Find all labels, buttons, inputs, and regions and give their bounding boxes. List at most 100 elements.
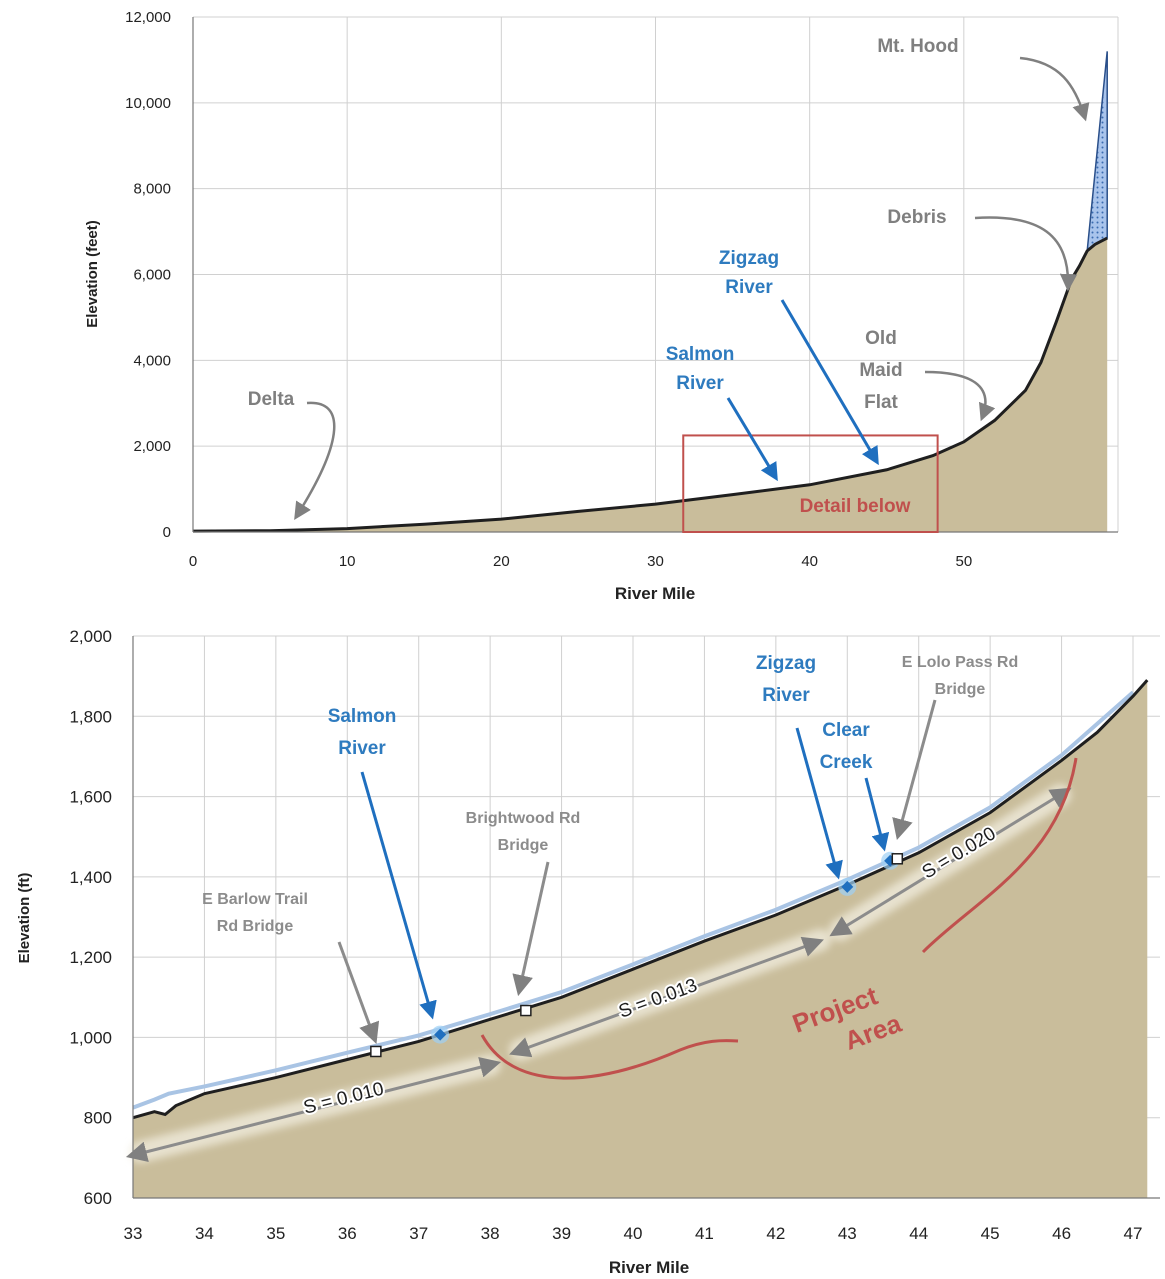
mt-hood-arrow <box>1019 56 1090 122</box>
overview-chart: 0 10 20 30 40 50 0 2,000 4,000 6,000 8,000 10,000 12… <box>84 9 1119 603</box>
old-maid-flat-label-line: Maid <box>859 360 902 381</box>
zigzag-river-label: Zigzag River <box>756 653 816 706</box>
terrain-area <box>193 238 1108 533</box>
confluence-marker <box>434 1028 447 1041</box>
zigzag-river-label-line: Zigzag <box>756 653 816 674</box>
salmon-river-label: Salmon River <box>328 706 397 759</box>
detail-box <box>682 434 939 533</box>
salmon-river-label-line: River <box>338 738 386 759</box>
y-tick-label: 1,600 <box>69 788 112 807</box>
detail-chart: 33 34 35 36 37 38 39 40 41 42 43 44 45 46 47 600 800 1,00… <box>16 627 1160 1277</box>
project-area-curve-left <box>480 1034 739 1080</box>
x-tick-label: 37 <box>409 1224 428 1243</box>
x-tick-label: 40 <box>801 553 818 570</box>
x-tick-label: 33 <box>124 1224 143 1243</box>
x-tick-label: 36 <box>338 1224 357 1243</box>
slope-arrow <box>125 1056 502 1163</box>
x-tick-label: 41 <box>695 1224 714 1243</box>
x-tick-label: 46 <box>1052 1224 1071 1243</box>
x-tick-label: 30 <box>647 553 664 570</box>
profile-line <box>192 236 1108 533</box>
zigzag-river-arrow <box>795 727 843 880</box>
clear-creek-label-line: Creek <box>820 752 873 773</box>
debris-area <box>1086 51 1108 253</box>
y-tick-label: 800 <box>84 1109 112 1128</box>
clear-creek-arrow <box>864 777 890 852</box>
old-maid-flat-arrow <box>924 370 996 422</box>
x-tick-label: 20 <box>493 553 510 570</box>
bridge-marker <box>520 1004 532 1017</box>
project-area-curve-right <box>921 757 1078 954</box>
x-tick-label: 0 <box>189 553 197 570</box>
brightwood-bridge-arrow <box>512 861 550 997</box>
lolo-pass-bridge-label: E Lolo Pass Rd Bridge <box>902 654 1018 698</box>
y-axis-title: Elevation (ft) <box>16 873 33 964</box>
zigzag-river-label: Zigzag River <box>719 248 779 298</box>
barlow-bridge-label-line: Rd Bridge <box>217 918 294 935</box>
clear-creek-label-line: Clear <box>822 720 870 741</box>
x-tick-label: 38 <box>481 1224 500 1243</box>
confluence-marker <box>841 880 854 893</box>
x-tick-label: 45 <box>981 1224 1000 1243</box>
y-tick-label: 1,400 <box>69 868 112 887</box>
x-tick-label: 47 <box>1124 1224 1143 1243</box>
old-maid-flat-label-line: Old <box>865 328 897 349</box>
debris-label: Debris <box>887 207 946 228</box>
brightwood-bridge-label-line: Brightwood Rd <box>466 810 581 827</box>
barlow-bridge-arrow <box>337 941 380 1044</box>
x-tick-label: 43 <box>838 1224 857 1243</box>
x-axis-title: River Mile <box>615 584 695 603</box>
salmon-river-label-line: River <box>676 373 724 394</box>
salmon-river-arrow <box>360 771 437 1020</box>
y-tick-label: 1,000 <box>69 1028 112 1047</box>
salmon-river-label-line: Salmon <box>328 706 397 727</box>
lolo-bridge-arrow <box>892 699 937 841</box>
y-tick-label: 8,000 <box>133 181 171 198</box>
y-tick-label: 1,200 <box>69 948 112 967</box>
zigzag-river-arrow <box>780 299 879 466</box>
y-tick-label: 10,000 <box>125 95 171 112</box>
y-tick-label: 2,000 <box>133 438 171 455</box>
y-tick-label: 2,000 <box>69 627 112 646</box>
bridge-marker <box>891 853 904 865</box>
x-tick-label: 40 <box>624 1224 643 1243</box>
brightwood-bridge-label: Brightwood Rd Bridge <box>466 810 581 854</box>
x-tick-label: 50 <box>955 553 972 570</box>
x-tick-label: 35 <box>266 1224 285 1243</box>
y-tick-label: 12,000 <box>125 9 171 26</box>
zigzag-river-label-line: River <box>762 685 810 706</box>
y-tick-label: 4,000 <box>133 352 171 369</box>
x-axis-title: River Mile <box>609 1258 689 1277</box>
slope-arrow <box>829 787 1072 937</box>
delta-label: Delta <box>248 389 295 410</box>
bridge-marker <box>370 1045 382 1058</box>
x-tick-label: 34 <box>195 1224 214 1243</box>
salmon-river-label: Salmon River <box>666 344 735 394</box>
zigzag-river-label-line: Zigzag <box>719 248 779 269</box>
debris-arrow <box>974 216 1078 292</box>
y-axis-title: Elevation (feet) <box>84 220 101 328</box>
mt-hood-label: Mt. Hood <box>877 36 958 57</box>
y-tick-label: 1,800 <box>69 707 112 726</box>
y-tick-label: 0 <box>163 524 171 541</box>
old-maid-flat-label: Old Maid Flat <box>859 328 902 413</box>
old-maid-flat-label-line: Flat <box>864 392 898 413</box>
salmon-river-label-line: Salmon <box>666 344 735 365</box>
barlow-bridge-label-line: E Barlow Trail <box>202 891 308 908</box>
lolo-pass-bridge-label-line: E Lolo Pass Rd <box>902 654 1018 671</box>
x-tick-label: 39 <box>552 1224 571 1243</box>
x-tick-label: 44 <box>909 1224 928 1243</box>
lolo-pass-bridge-label-line: Bridge <box>935 681 986 698</box>
brightwood-bridge-label-line: Bridge <box>498 837 549 854</box>
barlow-bridge-label: E Barlow Trail Rd Bridge <box>202 891 308 935</box>
x-tick-label: 42 <box>766 1224 785 1243</box>
x-tick-label: 10 <box>339 553 356 570</box>
delta-arrow <box>294 401 336 520</box>
clear-creek-label: Clear Creek <box>820 720 873 773</box>
y-tick-label: 6,000 <box>133 267 171 284</box>
slope-arrow <box>509 936 824 1058</box>
salmon-river-arrow <box>726 397 778 482</box>
zigzag-river-label-line: River <box>725 277 773 298</box>
y-tick-label: 600 <box>84 1189 112 1208</box>
